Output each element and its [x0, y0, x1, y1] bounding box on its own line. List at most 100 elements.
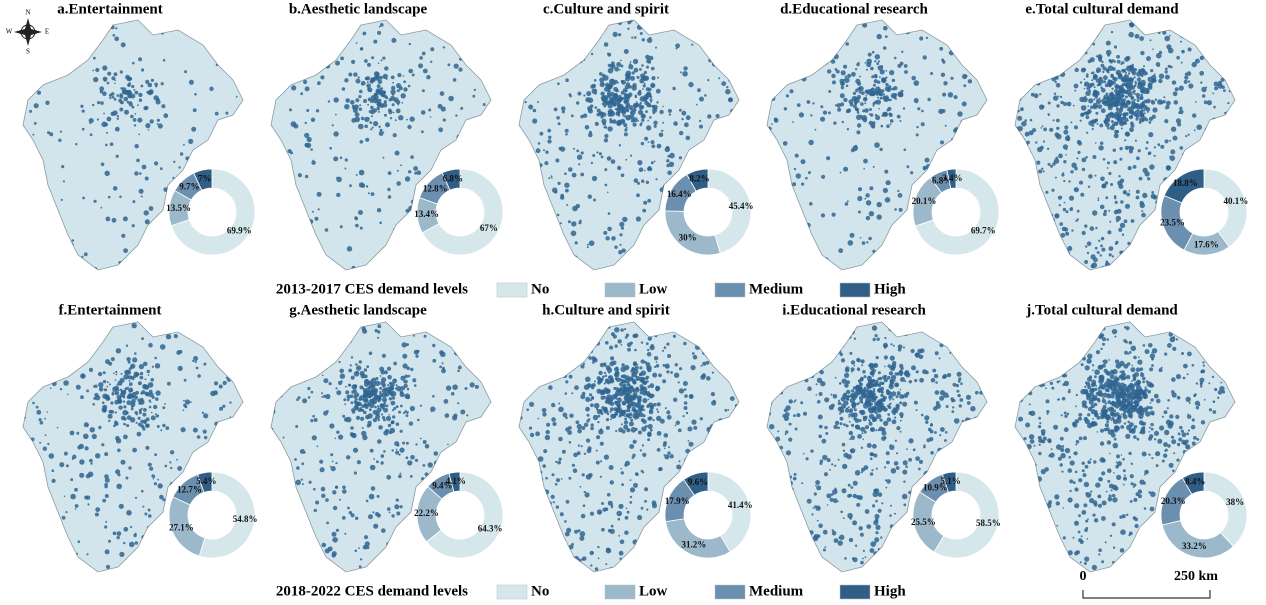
demand-patch [61, 515, 66, 520]
demand-patch [153, 404, 158, 410]
demand-patch [325, 393, 331, 400]
demand-patch [63, 495, 66, 498]
demand-patch [395, 448, 398, 451]
demand-patch [519, 568, 523, 572]
demand-patch [647, 348, 650, 352]
demand-patch [288, 333, 292, 337]
demand-patch [1182, 206, 1187, 211]
demand-patch [558, 555, 562, 559]
demand-patch [877, 60, 880, 63]
demand-patch [551, 546, 556, 551]
demand-patch [121, 87, 127, 92]
demand-patch [218, 384, 223, 389]
demand-patch [174, 242, 177, 245]
demand-patch [1115, 215, 1121, 222]
demand-patch [316, 445, 319, 448]
province-shape [766, 321, 988, 573]
demand-patch [1075, 219, 1078, 222]
demand-patch [642, 471, 645, 474]
demand-patch [692, 354, 698, 360]
demand-patch [383, 450, 386, 453]
demand-patch [605, 236, 610, 241]
demand-patch [304, 374, 311, 380]
demand-patch [736, 476, 739, 481]
demand-patch [388, 414, 390, 416]
demand-patch [630, 416, 633, 419]
demand-patch [616, 111, 621, 115]
demand-patch [782, 141, 788, 146]
demand-patch [390, 89, 396, 95]
demand-patch [366, 83, 371, 89]
demand-patch [735, 367, 739, 371]
demand-patch [300, 92, 304, 96]
demand-patch [646, 102, 651, 108]
demand-patch [616, 81, 619, 84]
demand-patch [42, 446, 47, 451]
demand-patch [116, 394, 122, 400]
demand-patch [722, 329, 726, 333]
demand-patch [427, 462, 433, 468]
demand-patch [525, 523, 529, 527]
demand-patch [226, 456, 230, 460]
demand-patch [62, 340, 68, 346]
demand-patch [130, 262, 135, 267]
demand-patch [1082, 21, 1085, 24]
demand-patch [630, 369, 634, 373]
demand-patch [902, 107, 906, 110]
demand-patch [629, 444, 635, 449]
demand-patch [1010, 219, 1015, 224]
demand-patch [633, 415, 638, 420]
demand-patch [192, 359, 195, 362]
demand-patch [134, 171, 139, 176]
demand-patch [406, 343, 409, 347]
demand-patch [689, 555, 693, 558]
demand-patch [98, 387, 104, 392]
demand-patch [34, 351, 37, 353]
demand-patch [1184, 75, 1189, 80]
demand-patch [94, 384, 98, 388]
demand-patch [599, 111, 604, 117]
demand-patch [148, 399, 151, 402]
demand-patch [362, 31, 367, 36]
demand-patch [303, 79, 308, 85]
demand-patch [379, 87, 382, 90]
demand-patch [148, 389, 153, 394]
demand-patch [641, 179, 645, 183]
demand-patch [692, 151, 696, 155]
demand-patch [1011, 92, 1013, 94]
demand-patch [1234, 171, 1235, 178]
demand-patch [635, 386, 639, 390]
demand-patch [276, 206, 281, 211]
demand-patch [539, 131, 544, 136]
demand-patch [1155, 200, 1160, 205]
demand-patch [523, 248, 528, 253]
demand-patch [377, 77, 379, 79]
demand-patch [658, 250, 664, 256]
demand-patch [1054, 66, 1057, 70]
donut-label: 13.4% [414, 209, 439, 219]
demand-patch [372, 409, 378, 415]
demand-patch [1181, 49, 1184, 53]
demand-patch [688, 441, 694, 447]
demand-patch [1113, 196, 1117, 200]
demand-patch [696, 158, 699, 161]
demand-patch [656, 408, 659, 411]
demand-patch [274, 538, 280, 544]
demand-patch [542, 505, 548, 511]
demand-patch [522, 485, 526, 490]
demand-patch [350, 356, 354, 359]
demand-patch [525, 440, 529, 444]
demand-patch [604, 507, 609, 511]
demand-patch [1162, 234, 1166, 239]
demand-patch [596, 151, 599, 154]
demand-patch [141, 535, 146, 540]
demand-patch [489, 433, 491, 438]
demand-patch [598, 429, 604, 435]
demand-patch [354, 216, 358, 220]
demand-patch [360, 47, 364, 50]
demand-patch [90, 462, 93, 465]
demand-patch [911, 75, 916, 81]
demand-patch [400, 164, 402, 167]
demand-patch [452, 384, 458, 390]
demand-patch [149, 559, 153, 563]
